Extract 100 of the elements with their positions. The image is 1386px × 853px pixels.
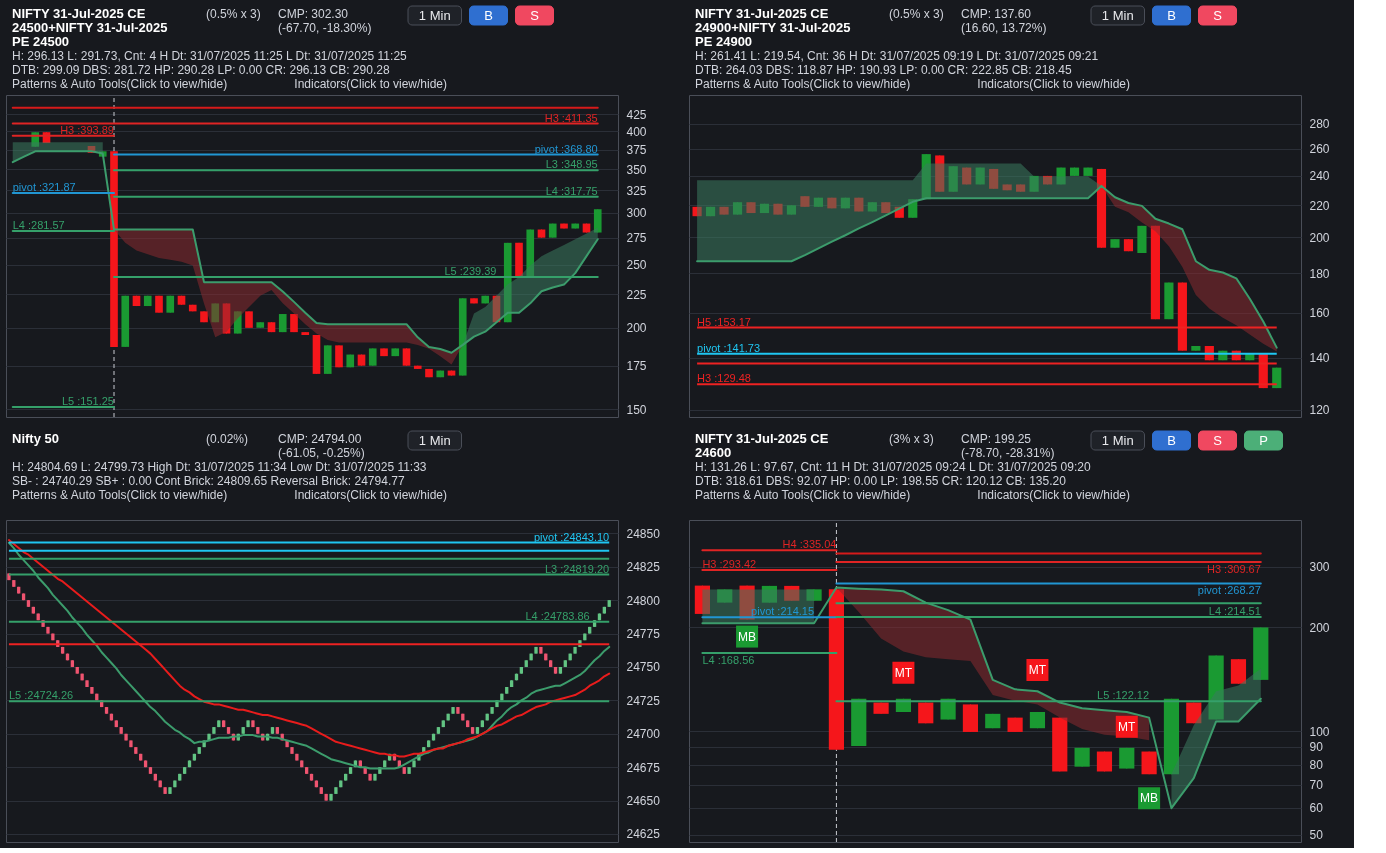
chart-subtitle: (0.02%) xyxy=(206,432,249,446)
text: DTB: 318.61 DBS: 92.07 HP: 0.00 LP: 198.55 CR: 120.12 CB: 135.20 xyxy=(695,474,1067,488)
y-tick-label: 160 xyxy=(1309,306,1330,321)
series-label: pivot :368.80 xyxy=(534,142,598,155)
y-tick-label: 60 xyxy=(1309,801,1324,816)
text: B xyxy=(1167,432,1176,448)
y-tick-label: 200 xyxy=(626,321,647,336)
text: CMP: 137.60 (16.60, 13.72%) xyxy=(961,7,1047,35)
y-tick-label: 80 xyxy=(1309,758,1324,773)
text: H: 261.41 L: 219.54, Cnt: 36 H Dt: 31/07/2025 09:19 L Dt: 31/07/2025 09:21 xyxy=(695,49,1099,63)
y-tick-label: 90 xyxy=(1309,740,1324,755)
y-tick-label: 300 xyxy=(1309,560,1330,575)
text: Patterns & Auto Tools(Click to view/hide) xyxy=(695,77,911,91)
ref-line-label: L5 :24724.26 xyxy=(8,689,74,702)
text: B xyxy=(484,7,493,23)
chart-title: NIFTY 31-Jul-2025 CE 24600 xyxy=(695,431,829,460)
text: Indicators(Click to view/hide) xyxy=(294,488,448,502)
y-tick-label: 24675 xyxy=(626,760,661,775)
text: MB xyxy=(738,629,757,644)
series-label: H3 :293.42 xyxy=(702,558,757,571)
text: Patterns & Auto Tools(Click to view/hide) xyxy=(695,488,911,502)
chart-subtitle: (0.5% x 3) xyxy=(206,7,261,21)
y-tick-label: 24825 xyxy=(626,560,661,575)
chart-subtitle: (0.5% x 3) xyxy=(889,7,944,21)
y-tick-label: 24800 xyxy=(626,593,661,608)
series-label: L4 :317.75 xyxy=(545,184,598,197)
series-label: L5 :122.12 xyxy=(1097,689,1150,702)
text: Indicators(Click to view/hide) xyxy=(977,77,1131,91)
text: MT xyxy=(1028,662,1047,677)
y-tick-label: 300 xyxy=(626,206,647,221)
y-tick-label: 240 xyxy=(1309,169,1330,184)
series-label: pivot :321.87 xyxy=(12,181,76,194)
y-tick-label: 24750 xyxy=(626,660,661,675)
chart-title: NIFTY 31-Jul-2025 CE 24500+NIFTY 31-Jul-2025 PE 24500 xyxy=(12,6,168,49)
y-tick-label: 225 xyxy=(626,287,647,302)
text: MT xyxy=(1118,719,1136,734)
y-tick-label: 350 xyxy=(626,162,647,177)
text: CMP: 302.30 (-67.70, -18.30%) xyxy=(278,7,372,35)
chart-subtitle: (3% x 3) xyxy=(889,432,934,446)
text: S xyxy=(1213,432,1223,448)
text: Patterns & Auto Tools(Click to view/hide) xyxy=(12,77,228,91)
text: 1 Min xyxy=(418,432,451,448)
text: H: 24804.69 L: 24799.73 High Dt: 31/07/2025 11:34 Low Dt: 31/07/2025 11:33 xyxy=(12,460,427,474)
ref-line-label: H5 :153.17 xyxy=(697,315,751,328)
y-tick-label: 400 xyxy=(626,125,647,139)
text: CMP: 199.25 (-78.70, -28.31%) xyxy=(961,432,1055,460)
y-tick-label: 50 xyxy=(1309,828,1324,843)
y-tick-label: 120 xyxy=(1309,403,1330,418)
y-tick-label: 220 xyxy=(1309,198,1330,213)
text: S xyxy=(530,7,540,23)
text: DTB: 264.03 DBS: 118.87 HP: 190.93 LP: 0.00 CR: 222.85 CB: 218.45 xyxy=(695,63,1073,77)
y-tick-label: 150 xyxy=(626,402,647,417)
text: CMP: 24794.00 (-61.05, -0.25%) xyxy=(278,432,365,460)
text: B xyxy=(1167,7,1176,23)
y-tick-label: 280 xyxy=(1309,117,1330,132)
text: DTB: 299.09 DBS: 281.72 HP: 290.28 LP: 0.00 CR: 296.13 CB: 290.28 xyxy=(12,63,390,77)
y-tick-label: 260 xyxy=(1309,142,1330,157)
text: 1 Min xyxy=(1101,7,1134,23)
text: 1 Min xyxy=(418,7,451,23)
series-label: pivot :268.27 xyxy=(1197,584,1261,597)
series-label: H3 :411.35 xyxy=(544,111,598,124)
chart-title: NIFTY 31-Jul-2025 CE 24900+NIFTY 31-Jul-2025 PE 24900 xyxy=(695,6,851,49)
y-tick-label: 24725 xyxy=(626,693,661,708)
y-tick-label: 140 xyxy=(1309,351,1330,366)
text: H: 131.26 L: 97.67, Cnt: 11 H Dt: 31/07/2025 09:24 L Dt: 31/07/2025 09:20 xyxy=(695,460,1091,474)
text: 1 Min xyxy=(1101,432,1134,448)
text: MB xyxy=(1140,791,1159,806)
chart-title: Nifty 50 xyxy=(12,431,59,446)
text: H: 296.13 L: 291.73, Cnt: 4 H Dt: 31/07/2025 11:25 L Dt: 31/07/2025 11:25 xyxy=(12,49,408,63)
series-label: L5 :151.25 xyxy=(62,394,114,407)
series-label: L5 :239.39 xyxy=(444,264,497,277)
text: MT xyxy=(894,665,913,680)
y-tick-label: 250 xyxy=(626,258,647,273)
ref-line-label: H3 :129.48 xyxy=(697,372,751,385)
series-label: L4 :214.51 xyxy=(1208,604,1261,617)
series-label: L3 :348.95 xyxy=(545,158,598,171)
text: SB- : 24740.29 SB+ : 0.00 Cont Brick: 24809.65 Reversal Brick: 24794.77 xyxy=(12,474,405,488)
text: P xyxy=(1259,432,1268,448)
y-tick-label: 375 xyxy=(626,143,647,158)
y-tick-label: 100 xyxy=(1309,724,1330,739)
y-tick-label: 24625 xyxy=(626,827,661,842)
y-tick-label: 70 xyxy=(1309,778,1324,793)
ref-line-label: pivot :141.73 xyxy=(697,341,761,354)
y-tick-label: 425 xyxy=(626,107,647,122)
series-label: H4 :335.04 xyxy=(782,538,837,551)
y-tick-label: 175 xyxy=(626,359,647,374)
y-tick-label: 24775 xyxy=(626,627,661,642)
y-tick-label: 275 xyxy=(626,231,647,246)
y-tick-label: 180 xyxy=(1309,266,1330,281)
ref-line-label: pivot :24843.10 xyxy=(533,530,610,543)
y-tick-label: 200 xyxy=(1309,620,1330,635)
text: Indicators(Click to view/hide) xyxy=(977,488,1131,502)
y-tick-label: 325 xyxy=(626,183,647,198)
series-label: L4 :168.56 xyxy=(702,654,755,667)
series-label: H3 :393.89 xyxy=(60,123,114,136)
text: Indicators(Click to view/hide) xyxy=(294,77,448,91)
text: S xyxy=(1213,7,1223,23)
y-tick-label: 24700 xyxy=(626,727,661,742)
text: Patterns & Auto Tools(Click to view/hide) xyxy=(12,488,228,502)
y-tick-label: 24850 xyxy=(626,526,661,541)
